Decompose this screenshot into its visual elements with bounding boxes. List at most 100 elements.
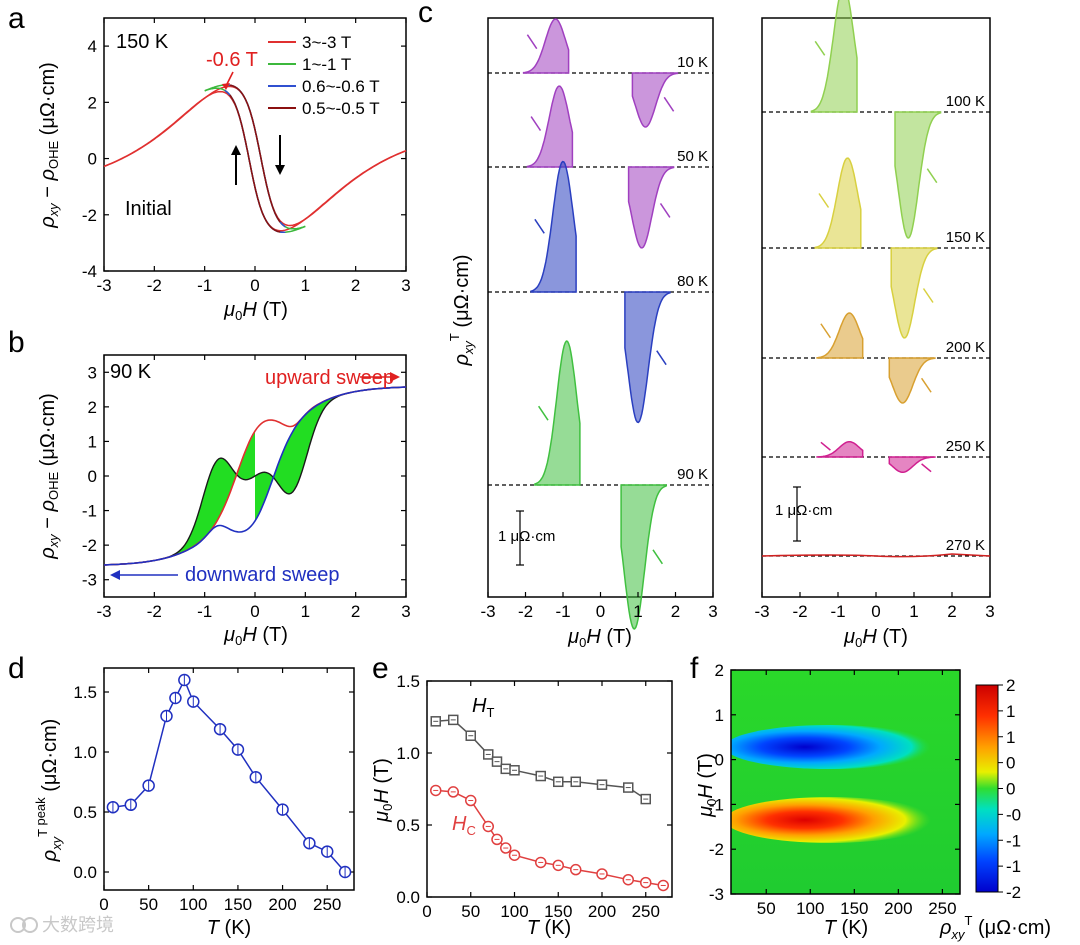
x-tick-label: 100 [179, 895, 207, 914]
x-tick-label: -2 [792, 602, 807, 621]
curve-0.5T-down [229, 94, 281, 233]
x-tick-label: 0 [596, 602, 605, 621]
x-tick-label: 0 [871, 602, 880, 621]
lobe-negative-200K [888, 357, 936, 404]
x-tick-label: 1 [633, 602, 642, 621]
x-tick-label: 1 [909, 602, 918, 621]
colorbar-tick-label: 0 [1006, 780, 1015, 799]
plot-frame-f [730, 669, 961, 895]
lobe-negative-10K [631, 72, 679, 128]
arrowhead-upward-sweep [390, 372, 400, 382]
curve-group-b [104, 386, 406, 566]
y-axis-title-c: ρxyT (μΩ·cm) [447, 254, 476, 366]
sweep-arrow [652, 549, 663, 565]
x-tick-label: 100 [500, 902, 528, 921]
panel-b: b -3 -2 -1 0 1 2 3 -3 -2 -1 0 1 2 3 90 K upward sweep… [8, 326, 411, 648]
x-tick-label: 50 [461, 902, 480, 921]
legend-label: 0.6~-0.6 T [302, 77, 380, 96]
annotation-initial-a: Initial [125, 198, 172, 220]
panel-a: a -3 -2 -1 0 1 2 3 -4 -2 0 2 4 150 K -0.6 T Initial… [8, 2, 411, 323]
lobe-positive-200K [816, 312, 864, 359]
panel-letter-e: e [372, 652, 389, 685]
sweep-arrow [818, 193, 830, 208]
x-axis-title-e: T (K) [527, 917, 571, 939]
y-tick-label: -4 [82, 262, 97, 281]
x-tick-label: 0 [422, 902, 431, 921]
sweep-arrow [820, 323, 832, 339]
y-tick-label: 0.5 [73, 803, 97, 822]
legend-label: 0.5~-0.5 T [302, 99, 380, 118]
x-tick-label: -1 [197, 602, 212, 621]
colorbar-tick-label: 2 [1006, 676, 1015, 695]
label-HT: HT [472, 695, 494, 720]
sweep-arrowhead-down [275, 165, 285, 175]
heatmap-red-region [731, 797, 935, 843]
lobe-positive-50K [526, 85, 574, 168]
sweep-arrow [926, 168, 938, 184]
panel-letter-b: b [8, 326, 25, 359]
sweep-arrow [820, 441, 831, 451]
x-tick-label: 2 [351, 602, 360, 621]
curve-1T-down [204, 87, 306, 233]
tick-group-b: -3 -2 -1 0 1 2 3 -3 -2 -1 0 1 2 3 [82, 355, 411, 621]
x-tick-label: 2 [351, 276, 360, 295]
trace-flat [761, 553, 991, 558]
plot-frame-e [426, 680, 673, 898]
lobe-negative-100K [894, 111, 942, 239]
heatmap-background [731, 670, 960, 894]
x-tick-label: 200 [588, 902, 616, 921]
curve-hump [104, 386, 406, 566]
y-tick-label: 0 [88, 150, 97, 169]
x-tick-label: 0 [250, 602, 259, 621]
curve-0.6T-down [224, 89, 286, 233]
arrowhead-downward-sweep [110, 570, 120, 580]
trace-group-c-right: 100 K 150 K 200 K 250 K 270 K 1 μΩ·cm [761, 0, 991, 558]
sweep-arrow [814, 40, 826, 56]
legend-label: 1~-1 T [302, 55, 351, 74]
x-tick-label: 0 [99, 895, 108, 914]
trace-temperature-label: 80 K [677, 273, 708, 290]
colorbar-tick-label: 0 [1006, 754, 1015, 773]
x-tick-label: 3 [985, 602, 994, 621]
colorbar-tick-label: -1 [1006, 831, 1021, 850]
y-axis-title-b: ρxy − ρOHE (μΩ·cm) [37, 393, 61, 560]
legend-a: 3~-3 T 1~-1 T 0.6~-0.6 T 0.5~-0.5 T [268, 33, 380, 118]
sweep-arrow [920, 377, 932, 393]
lobe-positive-80K [530, 160, 577, 293]
x-axis-title-f: T (K) [824, 917, 868, 939]
colorbar-tick-label: -1 [1006, 857, 1021, 876]
sweep-arrow [659, 203, 671, 218]
colorbar-tick-label: -2 [1006, 883, 1021, 902]
lobe-negative-80K [624, 291, 671, 424]
panel-f: f [690, 652, 1051, 942]
x-tick-label: -2 [518, 602, 533, 621]
sweep-arrowhead-up [231, 145, 241, 155]
x-tick-label: 1 [301, 276, 310, 295]
y-tick-label: -1 [82, 502, 97, 521]
x-tick-label: 250 [632, 902, 660, 921]
lobe-negative-250K [888, 456, 936, 474]
y-tick-label: -2 [82, 206, 97, 225]
annotation-temperature-b: 90 K [110, 361, 152, 383]
scale-bar-label: 1 μΩ·cm [498, 528, 555, 545]
sweep-arrow [921, 463, 932, 473]
x-tick-label: 1 [301, 602, 310, 621]
panel-c: c 10 K 50 K 80 K 90 K 1 μΩ·cm 100 K 150 K 200 … [418, 0, 995, 650]
sweep-arrow [538, 405, 549, 421]
x-axis-title-b: μ0H (T) [223, 624, 288, 648]
lobe-positive-90K [534, 340, 581, 486]
lobe-positive-150K [814, 157, 862, 249]
y-axis-title-e: μ0H (T) [371, 758, 395, 823]
y-tick-label: 1 [88, 432, 97, 451]
lobe-negative-50K [627, 166, 675, 249]
lobe-negative-150K [890, 247, 938, 339]
annotation-field-a: -0.6 T [206, 49, 258, 71]
x-tick-label: -2 [147, 276, 162, 295]
y-tick-label: -1 [709, 795, 724, 814]
x-tick-label: 3 [708, 602, 717, 621]
x-axis-title-d: T (K) [207, 917, 251, 939]
panel-letter-f: f [690, 652, 699, 685]
y-tick-label: 1.5 [396, 672, 420, 691]
x-tick-label: 200 [268, 895, 296, 914]
